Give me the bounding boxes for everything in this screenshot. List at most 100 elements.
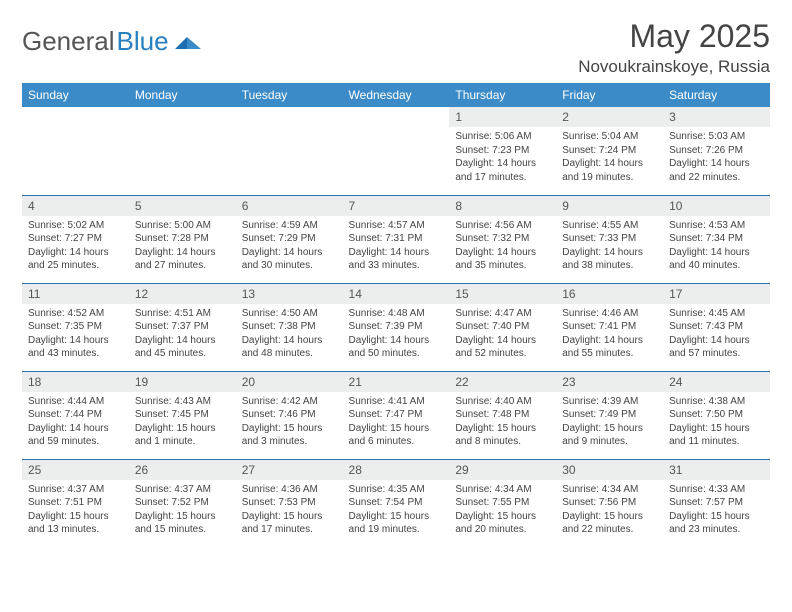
brand-part2: Blue (117, 26, 169, 57)
month-title: May 2025 (578, 18, 770, 55)
daylight-text: Daylight: 14 hours and 48 minutes. (242, 334, 337, 361)
sunrise-text: Sunrise: 4:34 AM (562, 483, 657, 497)
daylight-text: Daylight: 15 hours and 11 minutes. (669, 422, 764, 449)
daylight-text: Daylight: 15 hours and 8 minutes. (455, 422, 550, 449)
daylight-text: Daylight: 15 hours and 19 minutes. (349, 510, 444, 537)
day-number: 10 (663, 196, 770, 216)
day-details: Sunrise: 5:02 AMSunset: 7:27 PMDaylight:… (22, 216, 129, 278)
day-details: Sunrise: 5:03 AMSunset: 7:26 PMDaylight:… (663, 127, 770, 189)
sunrise-text: Sunrise: 4:53 AM (669, 219, 764, 233)
day-number (22, 107, 129, 113)
daylight-text: Daylight: 14 hours and 52 minutes. (455, 334, 550, 361)
sunset-text: Sunset: 7:45 PM (135, 408, 230, 422)
calendar-week: 4Sunrise: 5:02 AMSunset: 7:27 PMDaylight… (22, 195, 770, 283)
sunrise-text: Sunrise: 4:41 AM (349, 395, 444, 409)
sunrise-text: Sunrise: 4:52 AM (28, 307, 123, 321)
calendar-cell: 31Sunrise: 4:33 AMSunset: 7:57 PMDayligh… (663, 459, 770, 547)
sunrise-text: Sunrise: 4:55 AM (562, 219, 657, 233)
sunset-text: Sunset: 7:32 PM (455, 232, 550, 246)
sunrise-text: Sunrise: 4:38 AM (669, 395, 764, 409)
day-details: Sunrise: 4:56 AMSunset: 7:32 PMDaylight:… (449, 216, 556, 278)
sunrise-text: Sunrise: 4:37 AM (135, 483, 230, 497)
sunset-text: Sunset: 7:52 PM (135, 496, 230, 510)
col-saturday: Saturday (663, 83, 770, 107)
sunset-text: Sunset: 7:27 PM (28, 232, 123, 246)
calendar-cell: 26Sunrise: 4:37 AMSunset: 7:52 PMDayligh… (129, 459, 236, 547)
daylight-text: Daylight: 14 hours and 22 minutes. (669, 157, 764, 184)
sunset-text: Sunset: 7:31 PM (349, 232, 444, 246)
daylight-text: Daylight: 14 hours and 59 minutes. (28, 422, 123, 449)
sunset-text: Sunset: 7:46 PM (242, 408, 337, 422)
sunrise-text: Sunrise: 4:44 AM (28, 395, 123, 409)
sunset-text: Sunset: 7:23 PM (455, 144, 550, 158)
day-details: Sunrise: 4:45 AMSunset: 7:43 PMDaylight:… (663, 304, 770, 366)
calendar-cell: 9Sunrise: 4:55 AMSunset: 7:33 PMDaylight… (556, 195, 663, 283)
sunrise-text: Sunrise: 4:37 AM (28, 483, 123, 497)
day-number: 20 (236, 372, 343, 392)
calendar-cell (236, 107, 343, 195)
sunrise-text: Sunrise: 4:40 AM (455, 395, 550, 409)
daylight-text: Daylight: 15 hours and 22 minutes. (562, 510, 657, 537)
sunset-text: Sunset: 7:35 PM (28, 320, 123, 334)
sunset-text: Sunset: 7:26 PM (669, 144, 764, 158)
day-details: Sunrise: 5:04 AMSunset: 7:24 PMDaylight:… (556, 127, 663, 189)
sunset-text: Sunset: 7:44 PM (28, 408, 123, 422)
day-details: Sunrise: 4:43 AMSunset: 7:45 PMDaylight:… (129, 392, 236, 454)
sunset-text: Sunset: 7:49 PM (562, 408, 657, 422)
sunrise-text: Sunrise: 4:46 AM (562, 307, 657, 321)
day-details: Sunrise: 4:47 AMSunset: 7:40 PMDaylight:… (449, 304, 556, 366)
sunrise-text: Sunrise: 4:42 AM (242, 395, 337, 409)
calendar-cell: 25Sunrise: 4:37 AMSunset: 7:51 PMDayligh… (22, 459, 129, 547)
sunset-text: Sunset: 7:37 PM (135, 320, 230, 334)
brand-part1: General (22, 26, 115, 57)
day-details: Sunrise: 4:39 AMSunset: 7:49 PMDaylight:… (556, 392, 663, 454)
day-number: 17 (663, 284, 770, 304)
day-details: Sunrise: 4:59 AMSunset: 7:29 PMDaylight:… (236, 216, 343, 278)
sunset-text: Sunset: 7:28 PM (135, 232, 230, 246)
sunset-text: Sunset: 7:33 PM (562, 232, 657, 246)
day-number: 24 (663, 372, 770, 392)
sunset-text: Sunset: 7:55 PM (455, 496, 550, 510)
calendar-cell: 16Sunrise: 4:46 AMSunset: 7:41 PMDayligh… (556, 283, 663, 371)
day-number: 11 (22, 284, 129, 304)
calendar-cell: 30Sunrise: 4:34 AMSunset: 7:56 PMDayligh… (556, 459, 663, 547)
day-number: 31 (663, 460, 770, 480)
daylight-text: Daylight: 15 hours and 13 minutes. (28, 510, 123, 537)
calendar-cell: 1Sunrise: 5:06 AMSunset: 7:23 PMDaylight… (449, 107, 556, 195)
day-details: Sunrise: 4:50 AMSunset: 7:38 PMDaylight:… (236, 304, 343, 366)
daylight-text: Daylight: 14 hours and 57 minutes. (669, 334, 764, 361)
day-details: Sunrise: 4:57 AMSunset: 7:31 PMDaylight:… (343, 216, 450, 278)
logo-mark-icon (175, 26, 203, 57)
col-sunday: Sunday (22, 83, 129, 107)
sunset-text: Sunset: 7:39 PM (349, 320, 444, 334)
calendar-cell: 29Sunrise: 4:34 AMSunset: 7:55 PMDayligh… (449, 459, 556, 547)
calendar-cell: 10Sunrise: 4:53 AMSunset: 7:34 PMDayligh… (663, 195, 770, 283)
sunset-text: Sunset: 7:54 PM (349, 496, 444, 510)
calendar-cell: 2Sunrise: 5:04 AMSunset: 7:24 PMDaylight… (556, 107, 663, 195)
calendar-cell: 23Sunrise: 4:39 AMSunset: 7:49 PMDayligh… (556, 371, 663, 459)
daylight-text: Daylight: 15 hours and 9 minutes. (562, 422, 657, 449)
day-number (236, 107, 343, 113)
calendar-cell: 11Sunrise: 4:52 AMSunset: 7:35 PMDayligh… (22, 283, 129, 371)
sunrise-text: Sunrise: 5:03 AM (669, 130, 764, 144)
calendar-cell (343, 107, 450, 195)
calendar-cell: 27Sunrise: 4:36 AMSunset: 7:53 PMDayligh… (236, 459, 343, 547)
calendar-cell: 13Sunrise: 4:50 AMSunset: 7:38 PMDayligh… (236, 283, 343, 371)
brand-logo: GeneralBlue (22, 18, 203, 57)
daylight-text: Daylight: 14 hours and 33 minutes. (349, 246, 444, 273)
sunset-text: Sunset: 7:40 PM (455, 320, 550, 334)
day-number: 6 (236, 196, 343, 216)
daylight-text: Daylight: 15 hours and 3 minutes. (242, 422, 337, 449)
day-number: 23 (556, 372, 663, 392)
day-number (343, 107, 450, 113)
sunset-text: Sunset: 7:29 PM (242, 232, 337, 246)
calendar-cell: 21Sunrise: 4:41 AMSunset: 7:47 PMDayligh… (343, 371, 450, 459)
sunrise-text: Sunrise: 4:48 AM (349, 307, 444, 321)
sunset-text: Sunset: 7:56 PM (562, 496, 657, 510)
day-details: Sunrise: 4:40 AMSunset: 7:48 PMDaylight:… (449, 392, 556, 454)
sunrise-text: Sunrise: 4:33 AM (669, 483, 764, 497)
day-details: Sunrise: 4:44 AMSunset: 7:44 PMDaylight:… (22, 392, 129, 454)
col-monday: Monday (129, 83, 236, 107)
sunset-text: Sunset: 7:53 PM (242, 496, 337, 510)
day-number: 8 (449, 196, 556, 216)
